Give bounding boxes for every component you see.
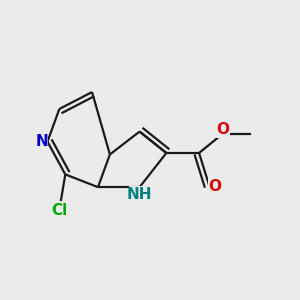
- Text: O: O: [208, 179, 221, 194]
- Text: O: O: [216, 122, 229, 137]
- Text: NH: NH: [127, 187, 152, 202]
- Text: Cl: Cl: [51, 202, 68, 217]
- Text: N: N: [35, 134, 48, 149]
- FancyBboxPatch shape: [208, 177, 221, 195]
- FancyBboxPatch shape: [49, 201, 70, 219]
- FancyBboxPatch shape: [216, 120, 230, 138]
- FancyBboxPatch shape: [35, 133, 48, 151]
- FancyBboxPatch shape: [129, 186, 150, 203]
